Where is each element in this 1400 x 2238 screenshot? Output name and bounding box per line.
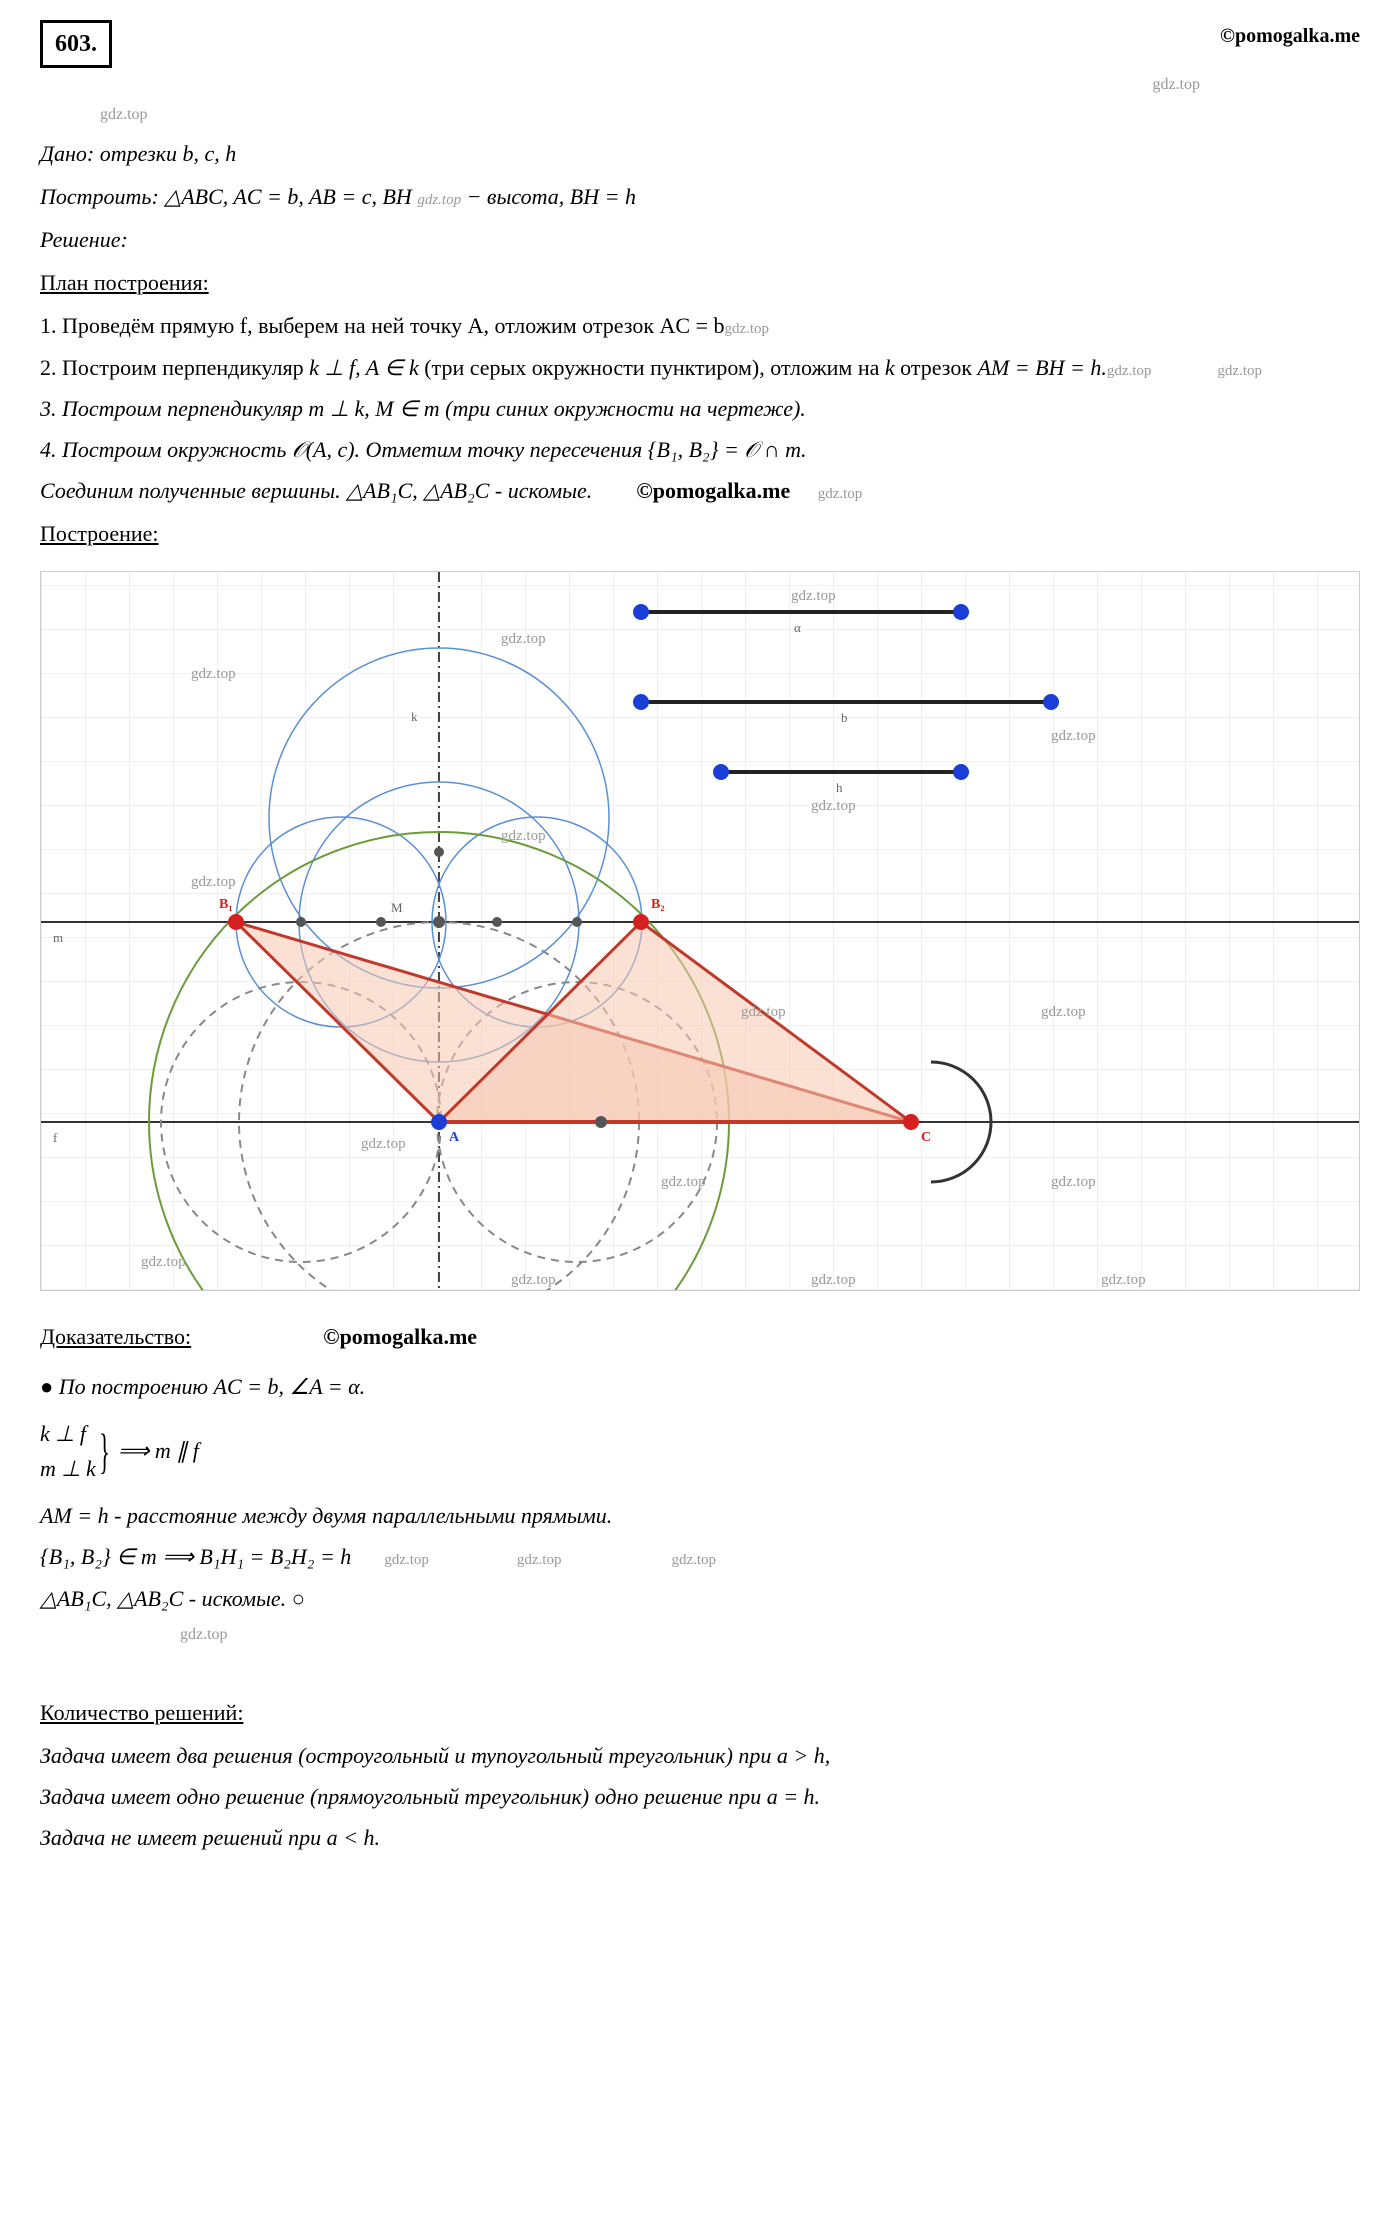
given-label: Дано	[40, 141, 87, 166]
plan-label: План построения:	[40, 265, 1360, 300]
proof-line-5: △AB₁C, △AB₂C - искомые. ○	[40, 1581, 1360, 1616]
header-row: 603. ©pomogalka.me	[40, 20, 1360, 68]
wm-copyright-proof: ©pomogalka.me	[323, 1324, 477, 1349]
proof-line-2: k ⊥ f m ⊥ k ⟹ m ∥ f	[40, 1416, 199, 1486]
label-B1: B₁	[219, 894, 233, 916]
label-k: k	[411, 707, 418, 728]
construction-label: Построение:	[40, 516, 1360, 551]
solutions-line-3: Задача не имеет решений при a < h.	[40, 1820, 1360, 1855]
proof-label: Доказательство:	[40, 1319, 191, 1354]
solutions-line-1: Задача имеет два решения (остроугольный …	[40, 1738, 1360, 1773]
watermark-copyright-top: ©pomogalka.me	[1220, 20, 1360, 52]
label-A: A	[449, 1127, 459, 1149]
proof-2b: m ⊥ k	[40, 1456, 96, 1481]
wm-proof5: gdz.top	[180, 1622, 1360, 1648]
dwm-12: gdz.top	[1051, 1170, 1096, 1194]
watermark-gdz-2: gdz.top	[100, 102, 1360, 128]
proof-line-3: AM = h - расстояние между двумя параллел…	[40, 1498, 1360, 1533]
dwm-5: gdz.top	[811, 794, 856, 818]
step-4: 4. Построим окружность 𝒪(A, c). Отметим …	[40, 432, 1360, 467]
wm-step1: gdz.top	[724, 321, 769, 337]
solution-label: Решение:	[40, 222, 1360, 257]
seg-label-b: b	[841, 708, 848, 729]
step-2: 2. Построим перпендикуляр k ⊥ f, A ∈ k (…	[40, 350, 1360, 385]
label-M: M	[391, 898, 403, 919]
dwm-7: gdz.top	[191, 870, 236, 894]
proof-line-4: {B₁, B₂} ∈ m ⟹ B₁H₁ = B₂H₂ = h gdz.top g…	[40, 1539, 1360, 1574]
dwm-16: gdz.top	[1101, 1268, 1146, 1291]
proof-line-1: По построению AC = b, ∠A = α.	[40, 1369, 1360, 1404]
given-text: : отрезки b, c, h	[87, 141, 236, 166]
dwm-1: gdz.top	[191, 662, 236, 686]
dwm-8: gdz.top	[741, 1000, 786, 1024]
dwm-9: gdz.top	[1041, 1000, 1086, 1024]
wm-proof4a: gdz.top	[384, 1552, 429, 1568]
watermark-gdz-1: gdz.top	[40, 72, 1200, 98]
wm-copyright-mid: ©pomogalka.me	[636, 478, 790, 503]
problem-number: 603.	[40, 20, 112, 68]
dwm-11: gdz.top	[661, 1170, 706, 1194]
given-line: Дано: отрезки b, c, h	[40, 136, 1360, 171]
label-B2: B₂	[651, 894, 665, 916]
proof-2c: ⟹ m ∥ f	[118, 1433, 199, 1468]
wm-step2a: gdz.top	[1107, 363, 1152, 379]
proof-2a: k ⊥ f	[40, 1421, 86, 1446]
construction-diagram: α b h f m k A C B₁ B₂ M gdz.top gdz.top …	[40, 571, 1360, 1291]
wm-stepfinal: gdz.top	[818, 486, 863, 502]
dwm-3: gdz.top	[791, 584, 836, 608]
dwm-10: gdz.top	[361, 1132, 406, 1156]
dwm-4: gdz.top	[501, 824, 546, 848]
dwm-2: gdz.top	[501, 627, 546, 651]
dwm-15: gdz.top	[811, 1268, 856, 1291]
solutions-line-2: Задача имеет одно решение (прямоугольный…	[40, 1779, 1360, 1814]
dwm-14: gdz.top	[511, 1268, 556, 1291]
step-final: Соединим полученные вершины. △AB₁C, △AB₂…	[40, 473, 1360, 508]
solutions-count-label: Количество решений:	[40, 1695, 1360, 1730]
label-f: f	[53, 1128, 57, 1149]
wm-inline-1: gdz.top	[417, 192, 461, 208]
construct-text: : △ABC, AC = b, AB = c, BH gdz.top − выс…	[151, 184, 635, 209]
wm-proof4b: gdz.top	[517, 1552, 562, 1568]
step-3: 3. Построим перпендикуляр m ⊥ k, M ∈ m (…	[40, 391, 1360, 426]
step-1: 1. Проведём прямую f, выберем на ней точ…	[40, 308, 1360, 343]
label-m: m	[53, 928, 63, 949]
wm-proof4c: gdz.top	[671, 1552, 716, 1568]
dwm-6: gdz.top	[1051, 724, 1096, 748]
label-C: C	[921, 1127, 931, 1149]
wm-step2b: gdz.top	[1217, 363, 1262, 379]
construct-label: Построить	[40, 184, 151, 209]
dwm-13: gdz.top	[141, 1250, 186, 1274]
construct-line: Построить: △ABC, AC = b, AB = c, BH gdz.…	[40, 179, 1360, 214]
seg-label-alpha: α	[794, 618, 801, 639]
